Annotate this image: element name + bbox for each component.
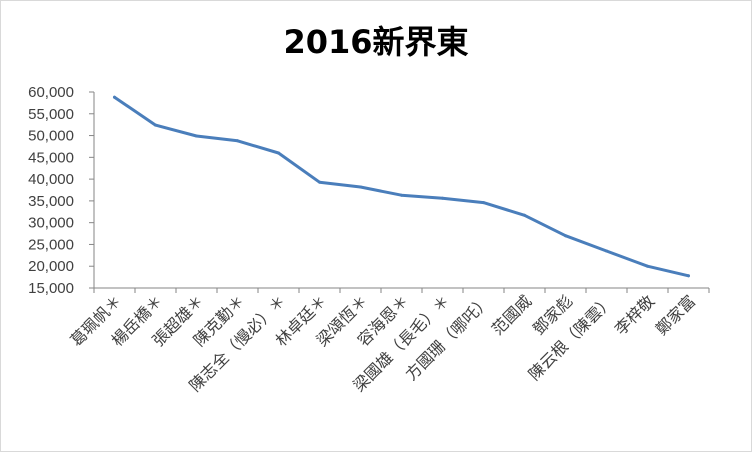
y-tick-label: 30,000 — [28, 215, 74, 232]
y-tick-label: 60,000 — [28, 84, 74, 101]
y-tick-label: 50,000 — [28, 128, 74, 145]
data-point — [605, 249, 608, 253]
y-tick-label: 40,000 — [28, 171, 74, 188]
y-axis: 15,000 20,000 25,000 30,000 35,000 40,000 45,0… — [28, 84, 95, 297]
data-point — [236, 139, 239, 143]
data-point — [318, 180, 321, 184]
data-point — [523, 213, 526, 217]
data-point — [277, 151, 280, 155]
data-point — [154, 123, 157, 127]
y-tick-label: 20,000 — [28, 258, 74, 275]
data-point — [441, 196, 444, 200]
data-point — [400, 193, 403, 197]
data-point — [646, 264, 649, 268]
x-tick-label: 李梓敬 — [611, 291, 658, 338]
data-point — [564, 234, 567, 238]
data-point — [359, 185, 362, 189]
chart-title: 2016新界東 — [283, 23, 468, 61]
y-tick-label: 45,000 — [28, 149, 74, 166]
series-line — [113, 95, 690, 278]
x-axis: 葛珮帆＊楊岳橋＊張超雄＊陳克勤＊陳志全（慢必）＊林卓廷＊梁頌恆＊容海恩＊梁國雄（… — [67, 287, 710, 395]
y-tick-label: 35,000 — [28, 193, 74, 210]
y-tick-label: 25,000 — [28, 236, 74, 253]
data-point — [482, 201, 485, 205]
series-layer — [113, 95, 690, 278]
y-tick-label: 15,000 — [28, 280, 74, 297]
data-point — [195, 134, 198, 138]
data-point — [687, 274, 690, 278]
x-tick-label: 鄭家富 — [652, 291, 699, 338]
data-point — [113, 95, 116, 99]
y-tick-label: 55,000 — [28, 106, 74, 123]
x-tick-label: 范國威 — [488, 291, 535, 338]
